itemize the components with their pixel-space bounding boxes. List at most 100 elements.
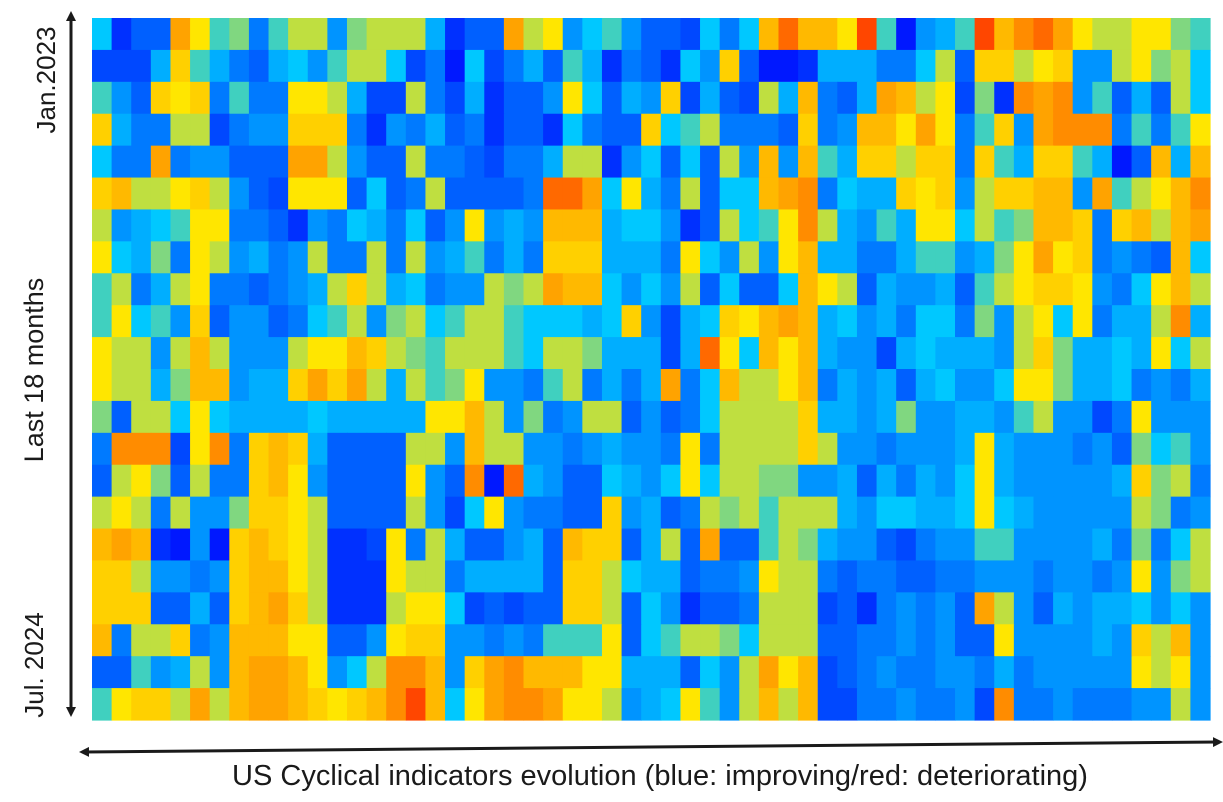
heatmap-cell (386, 305, 407, 338)
heatmap-cell (601, 81, 623, 115)
heatmap-cell (582, 241, 603, 274)
heatmap-cell (170, 113, 191, 147)
heatmap-cell (798, 177, 819, 211)
heatmap-cell (190, 688, 211, 721)
heatmap-cell (680, 209, 701, 242)
heatmap-cell (209, 688, 230, 721)
heatmap-cell (1013, 81, 1035, 115)
heatmap-cell (484, 496, 505, 530)
heatmap-cell (484, 337, 505, 370)
x-axis-arrow (79, 737, 1223, 757)
heatmap-cell (837, 49, 858, 83)
heatmap-cell (955, 113, 976, 147)
heatmap-cell (758, 177, 780, 211)
heatmap-cell (817, 528, 838, 562)
heatmap-cell (758, 496, 780, 530)
heatmap-cell (209, 560, 230, 593)
heatmap-cell (209, 432, 230, 466)
heatmap-cell (994, 369, 1015, 402)
heatmap-cell (248, 18, 270, 51)
heatmap-cell (798, 528, 819, 562)
heatmap-cell (425, 18, 446, 51)
heatmap-cell (327, 496, 348, 530)
heatmap-cell (1092, 241, 1113, 274)
heatmap-cell (111, 49, 132, 83)
heatmap-cell (209, 656, 230, 689)
heatmap-cell (935, 49, 956, 83)
heatmap-cell (1092, 49, 1113, 83)
heatmap-cell (562, 464, 583, 498)
heatmap-cell (327, 49, 348, 83)
heatmap-cell (366, 18, 387, 51)
heatmap-cell (503, 464, 525, 498)
heatmap-cell (798, 305, 819, 338)
heatmap-cell (837, 241, 858, 274)
heatmap-cell (994, 400, 1015, 434)
heatmap-cell (1092, 624, 1113, 657)
heatmap-cell (229, 18, 250, 51)
heatmap-cell (621, 113, 642, 147)
heatmap-cell (366, 560, 387, 593)
heatmap-cell (876, 305, 897, 338)
heatmap-cell (562, 337, 583, 370)
heatmap-cell (876, 113, 897, 147)
heatmap-cell (621, 273, 642, 306)
heatmap-cell (386, 145, 407, 179)
heatmap-cell (719, 496, 740, 530)
heatmap-cell (288, 624, 309, 657)
heatmap-cell (327, 209, 348, 242)
heatmap-cell (1053, 273, 1074, 306)
heatmap-cell (405, 528, 427, 562)
heatmap-cell (1013, 273, 1035, 306)
heatmap-cell (778, 560, 799, 593)
heatmap-cell (1111, 337, 1133, 370)
heatmap-cell (1131, 113, 1152, 147)
heatmap-cell (503, 400, 525, 434)
heatmap-cell (229, 305, 250, 338)
heatmap-cell (229, 592, 250, 625)
heatmap-cell (582, 624, 603, 657)
heatmap-cell (543, 305, 564, 338)
heatmap-cell (876, 145, 897, 179)
heatmap-cell (1131, 464, 1152, 498)
heatmap-cell (994, 177, 1015, 211)
heatmap-cell (798, 624, 819, 657)
heatmap-cell (327, 400, 348, 434)
heatmap-cell (131, 688, 152, 721)
heatmap-cell (111, 337, 132, 370)
heatmap-cell (1092, 209, 1113, 242)
heatmap-cell (386, 432, 407, 466)
heatmap-cell (935, 432, 956, 466)
heatmap-cell (543, 145, 564, 179)
heatmap-cell (1092, 273, 1113, 306)
heatmap-cell (209, 464, 230, 498)
heatmap-cell (543, 592, 564, 625)
heatmap-cell (601, 496, 623, 530)
heatmap-cell (1151, 528, 1172, 562)
heatmap-cell (1033, 688, 1054, 721)
heatmap-cell (464, 688, 485, 721)
heatmap-cell (994, 592, 1015, 625)
heatmap-cell (503, 592, 525, 625)
heatmap-cell (582, 177, 603, 211)
heatmap-cell (837, 273, 858, 306)
heatmap-cell (1151, 369, 1172, 402)
heatmap-cell (739, 18, 760, 51)
heatmap-cell (876, 177, 897, 211)
heatmap-cell (582, 18, 603, 51)
heatmap-cell (1072, 113, 1093, 147)
heatmap-cell (935, 177, 956, 211)
heatmap-cell (1033, 18, 1054, 51)
heatmap-cell (405, 400, 427, 434)
heatmap-cell (327, 177, 348, 211)
heatmap-cell (876, 624, 897, 657)
heatmap-cell (562, 177, 583, 211)
heatmap-cell (523, 113, 544, 147)
heatmap-cell (621, 18, 642, 51)
heatmap-cell (817, 560, 838, 593)
heatmap-cell (876, 18, 897, 51)
heatmap-cell (778, 145, 799, 179)
heatmap-cell (974, 177, 995, 211)
heatmap-cell (994, 528, 1015, 562)
heatmap-cell (307, 305, 328, 338)
